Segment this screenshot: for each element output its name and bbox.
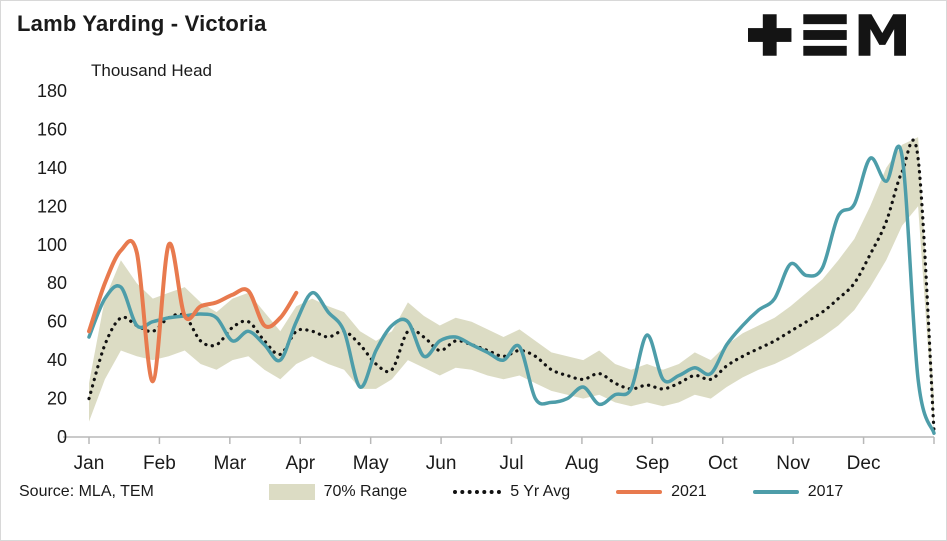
x-month-label: Apr xyxy=(285,453,315,474)
line-2017 xyxy=(87,144,936,435)
y-tick-label: 0 xyxy=(57,427,67,447)
axis-unit-label: Thousand Head xyxy=(91,61,212,80)
legend-item-range: 70% Range xyxy=(268,483,408,501)
legend-item-avg: 5 Yr Avg xyxy=(453,483,570,501)
line-2021 xyxy=(87,238,299,384)
logo-bar-bottom xyxy=(803,45,847,56)
legend-2017-label: 2017 xyxy=(807,483,844,500)
range-swatch xyxy=(268,484,315,500)
source-note: Source: MLA, TEM xyxy=(19,483,154,500)
y-tick-label: 180 xyxy=(37,81,67,101)
x-month-label: Jan xyxy=(74,453,105,474)
logo-letter-m xyxy=(858,14,906,56)
tem-logo xyxy=(748,14,906,56)
x-month-label: Jun xyxy=(426,453,457,474)
x-month-label: Nov xyxy=(776,453,810,474)
avg-line xyxy=(87,138,936,433)
y-tick-label: 120 xyxy=(37,196,67,216)
legend-item-2017: 2017 xyxy=(752,483,844,501)
y-tick-label: 140 xyxy=(37,158,67,178)
logo-bar-middle xyxy=(803,30,847,40)
logo-bar-top xyxy=(803,14,847,25)
line-2021-swatch xyxy=(616,490,663,494)
legend-2021-label: 2021 xyxy=(671,483,707,500)
range-band xyxy=(89,137,934,434)
x-month-label: Aug xyxy=(565,453,599,474)
x-month-label: Oct xyxy=(708,453,738,474)
y-tick-label: 80 xyxy=(47,273,67,293)
logo-plus-horizontal xyxy=(748,28,792,42)
y-tick-label: 60 xyxy=(47,312,67,332)
legend: 70% Range 5 Yr Avg 2021 2017 xyxy=(184,483,928,501)
chart-title: Lamb Yarding - Victoria xyxy=(17,11,267,36)
y-tick-label: 20 xyxy=(47,389,67,409)
chart-footer: Source: MLA, TEM 70% Range 5 Yr Avg 2021… xyxy=(1,479,946,501)
x-month-label: Jul xyxy=(499,453,523,474)
y-tick-label: 40 xyxy=(47,350,67,370)
legend-range-label: 70% Range xyxy=(323,483,408,500)
legend-avg-label: 5 Yr Avg xyxy=(510,483,571,500)
x-month-label: Sep xyxy=(635,453,669,474)
y-tick-label: 100 xyxy=(37,235,67,255)
x-month-label: Mar xyxy=(213,453,246,474)
x-month-label: Feb xyxy=(143,453,176,474)
line-2017-swatch xyxy=(752,490,799,494)
chart-header: Lamb Yarding - Victoria xyxy=(17,11,928,59)
avg-swatch xyxy=(453,490,502,494)
x-month-label: Dec xyxy=(847,453,881,474)
x-month-label: May xyxy=(353,453,389,474)
line-chart: Jan Feb Mar Apr May Jun Jul Aug Sep Oct Nov Dec 0 20 4… xyxy=(37,81,936,474)
y-tick-label: 160 xyxy=(37,119,67,139)
legend-item-2021: 2021 xyxy=(616,483,707,501)
